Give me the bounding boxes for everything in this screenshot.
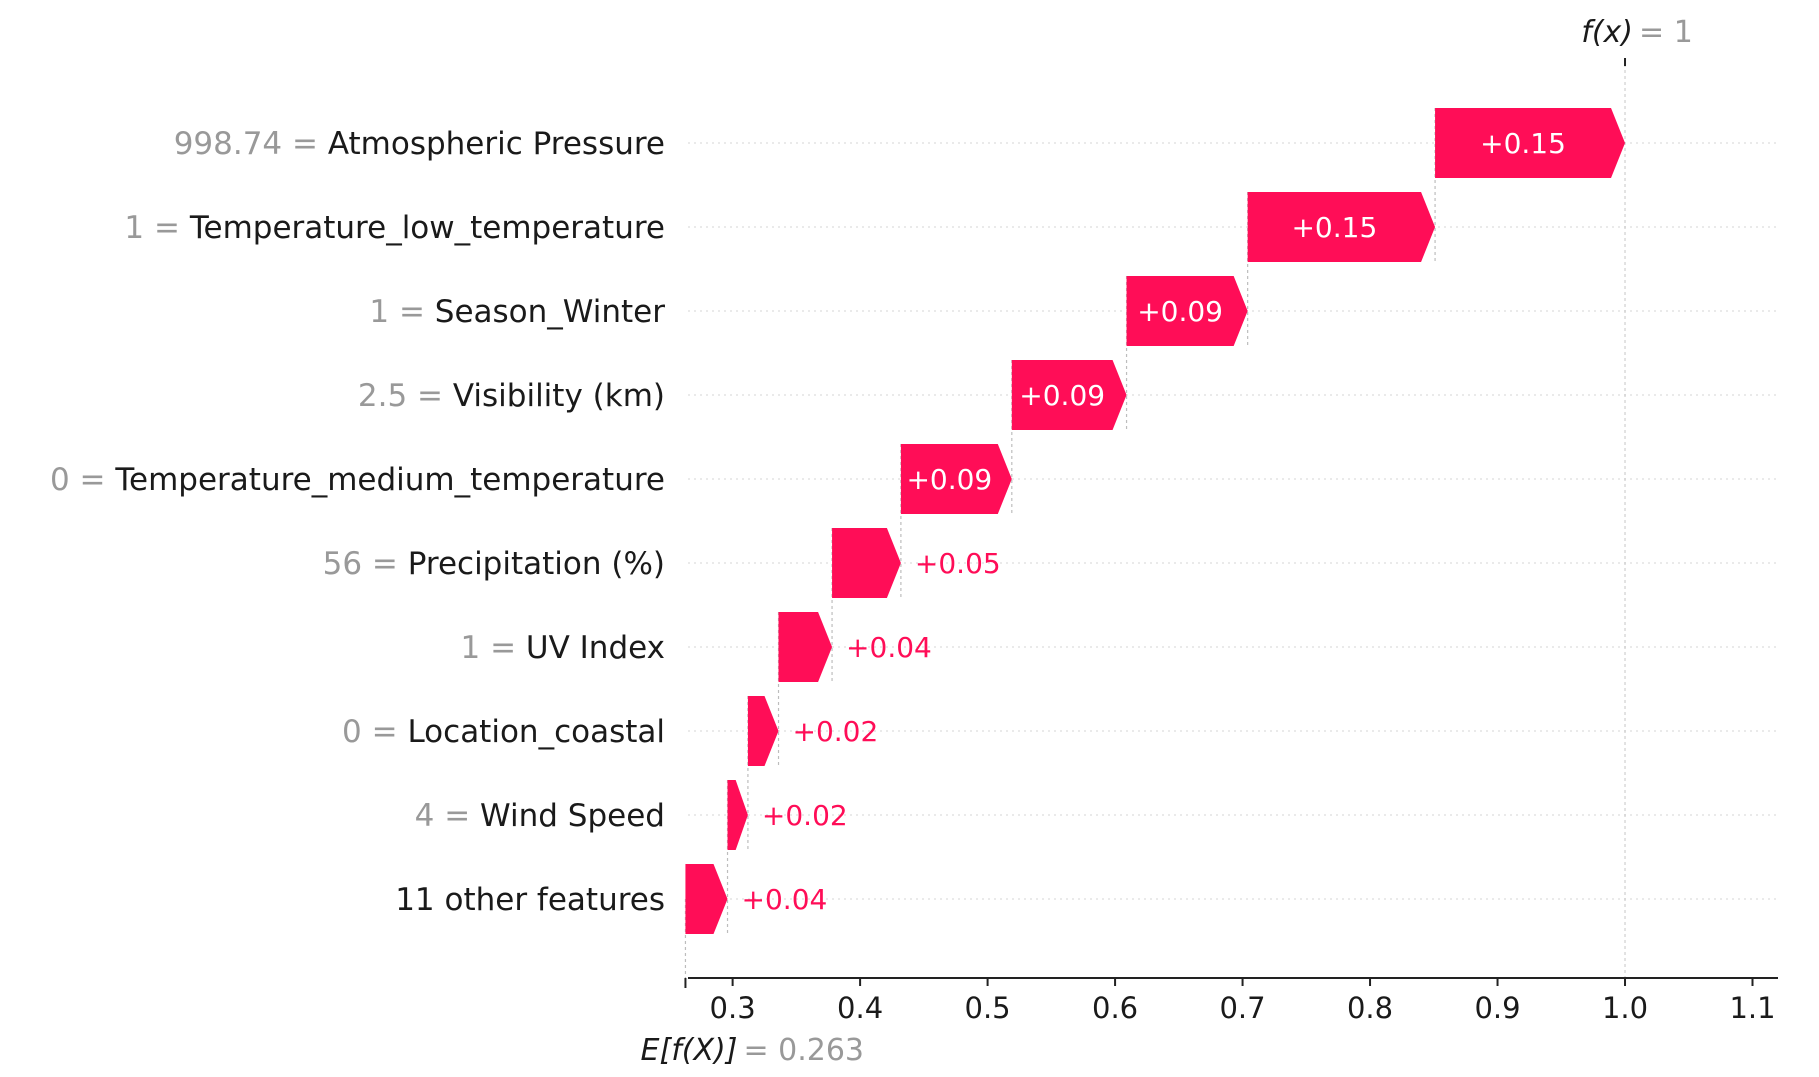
base-value-text: = 0.263: [743, 1033, 864, 1068]
contribution-bar: [727, 780, 748, 850]
feature-label: 1 = Temperature_low_temperature: [124, 210, 665, 246]
bar-value-label: +0.02: [762, 799, 848, 832]
x-tick-label: 1.1: [1729, 991, 1775, 1025]
feature-value: 1 =: [369, 294, 434, 330]
bar-value-label: +0.05: [915, 547, 1001, 580]
bar-value-label: +0.04: [846, 631, 932, 664]
bar-value-label: +0.09: [1137, 295, 1223, 328]
final-value-annotation: f(x) = 1: [1581, 15, 1693, 66]
feature-name: Precipitation (%): [408, 546, 665, 582]
base-value-annotation: E[f(X)] = 0.263: [641, 1033, 864, 1068]
x-tick-label: 1.0: [1602, 991, 1648, 1025]
feature-value: 1 =: [124, 210, 189, 246]
feature-label: 2.5 = Visibility (km): [358, 378, 665, 414]
contribution-bar: [778, 612, 833, 682]
feature-value: 0 =: [342, 714, 407, 750]
x-tick-label: 0.9: [1474, 991, 1520, 1025]
contribution-bar: [685, 864, 728, 934]
feature-label: 0 = Location_coastal: [342, 714, 665, 750]
feature-label: 4 = Wind Speed: [415, 798, 665, 834]
feature-label: 1 = Season_Winter: [369, 294, 665, 330]
bar-value-label: +0.15: [1480, 127, 1566, 160]
contribution-bar: [1011, 360, 1127, 430]
contribution-bar: [1435, 108, 1626, 178]
x-tick-label: 0.7: [1219, 991, 1265, 1025]
x-axis: 0.3 0.4 0.5 0.6 0.7 0.8 0.9 1.0 1.1: [684, 977, 1778, 1025]
feature-name: UV Index: [526, 630, 665, 666]
feature-name: Visibility (km): [453, 378, 665, 414]
feature-name: Temperature_medium_temperature: [114, 462, 665, 498]
x-tick-label: 0.5: [965, 991, 1011, 1025]
final-value-text: = 1: [1639, 15, 1693, 50]
contribution-bars: +0.15 +0.15 +0.09 +0.09 +0.09 +0.05 +0.04 +0.02…: [685, 108, 1626, 934]
bar-value-label: +0.15: [1291, 211, 1377, 244]
feature-label: 998.74 = Atmospheric Pressure: [174, 126, 665, 162]
bar-value-label: +0.09: [1019, 379, 1105, 412]
feature-label: 56 = Precipitation (%): [323, 546, 665, 582]
row-gridlines: [688, 142, 1778, 900]
feature-value: 56 =: [323, 546, 408, 582]
feature-value: 2.5 =: [358, 378, 453, 414]
feature-name: Temperature_low_temperature: [189, 210, 665, 246]
feature-labels: 998.74 = Atmospheric Pressure 1 = Tempera…: [50, 126, 665, 918]
feature-name: Season_Winter: [435, 294, 665, 330]
feature-label: 1 = UV Index: [461, 630, 666, 666]
final-value-label: f(x): [1581, 15, 1633, 50]
x-tick-label: 0.8: [1347, 991, 1393, 1025]
contribution-bar: [900, 444, 1012, 514]
contribution-bar: [747, 696, 779, 766]
contribution-bar: [832, 528, 901, 598]
feature-name: 11 other features: [395, 882, 665, 918]
contribution-bar: [1247, 192, 1436, 262]
feature-value: 4 =: [415, 798, 480, 834]
x-tick-label: 0.6: [1092, 991, 1138, 1025]
feature-value: 998.74 =: [174, 126, 328, 162]
feature-name: Wind Speed: [480, 798, 665, 834]
bar-connector-lines: [684, 58, 1626, 978]
x-tick-label: 0.3: [710, 991, 756, 1025]
feature-value: 1 =: [461, 630, 526, 666]
feature-label: 0 = Temperature_medium_temperature: [50, 462, 665, 498]
base-value-label: E[f(X)]: [641, 1033, 738, 1068]
bar-value-label: +0.09: [906, 463, 992, 496]
feature-label: 11 other features: [395, 882, 665, 918]
contribution-bar: [1126, 276, 1248, 346]
bar-value-label: +0.04: [742, 883, 828, 916]
bar-value-label: +0.02: [793, 715, 879, 748]
feature-name: Location_coastal: [407, 714, 665, 750]
x-tick-label: 0.4: [837, 991, 883, 1025]
feature-name: Atmospheric Pressure: [328, 126, 665, 162]
feature-value: 0 =: [50, 462, 115, 498]
